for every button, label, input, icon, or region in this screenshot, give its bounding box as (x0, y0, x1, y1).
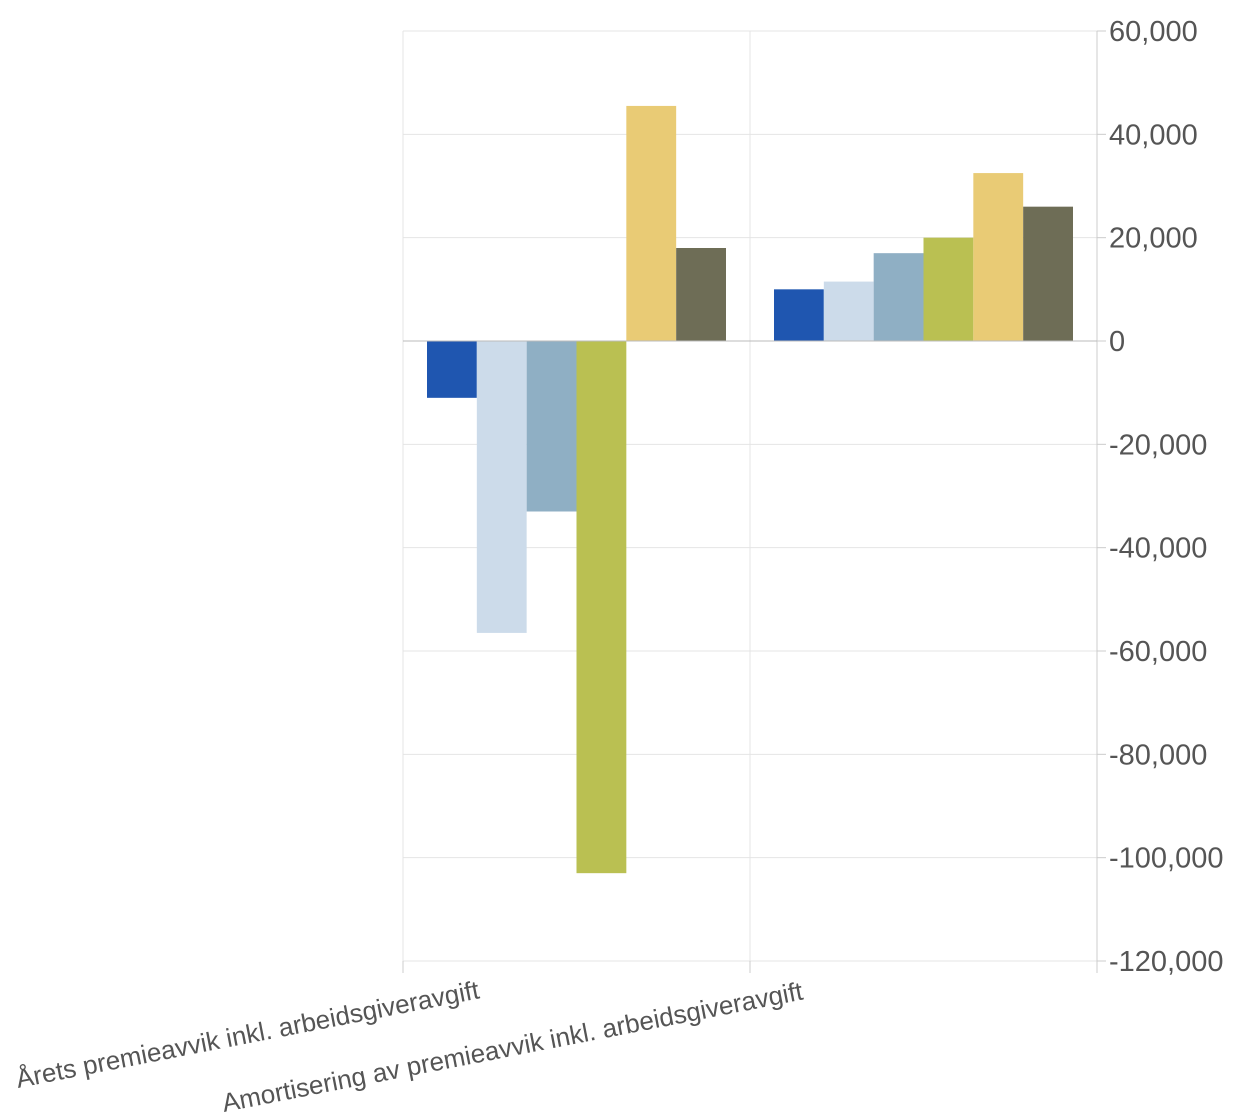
y-tick-label: -20,000 (1109, 429, 1207, 461)
y-tick-label: -40,000 (1109, 533, 1207, 565)
y-tick-label: 0 (1109, 326, 1125, 358)
bar-series-2-category-0 (526, 341, 577, 512)
bar-series-3-category-0 (576, 341, 627, 874)
bar-series-4-category-0 (626, 105, 677, 341)
y-axis-tick-labels: 60,000 40,000 20,000 0 -20,000 -40,000 -60,000… (1109, 16, 1224, 978)
bar-series-4-category-1 (973, 173, 1024, 341)
bar-series-1-category-1 (823, 281, 874, 341)
y-tick-label: 60,000 (1109, 16, 1198, 48)
axes (402, 30, 1106, 973)
bar-series-5-category-0 (676, 248, 726, 341)
bar-series-5-category-1 (1023, 206, 1073, 341)
y-tick-label: -60,000 (1109, 636, 1207, 668)
y-tick-label: -120,000 (1109, 946, 1224, 978)
category-label-1: Amortisering av premieavvik inkl. arbeid… (219, 976, 806, 1118)
bar-series-0-category-0 (427, 341, 477, 398)
x-axis-category-labels: Årets premieavvik inkl. arbeidsgiveravgi… (13, 974, 806, 1117)
y-tick-label: -80,000 (1109, 739, 1207, 771)
bar-series-0-category-1 (774, 289, 824, 341)
bar-series-3-category-1 (923, 237, 974, 341)
bars (427, 105, 1073, 874)
y-tick-label: -100,000 (1109, 843, 1224, 875)
y-tick-label: 40,000 (1109, 119, 1198, 151)
y-tick-label: 20,000 (1109, 223, 1198, 255)
bar-series-1-category-0 (476, 341, 527, 633)
bar-series-2-category-1 (873, 253, 924, 341)
